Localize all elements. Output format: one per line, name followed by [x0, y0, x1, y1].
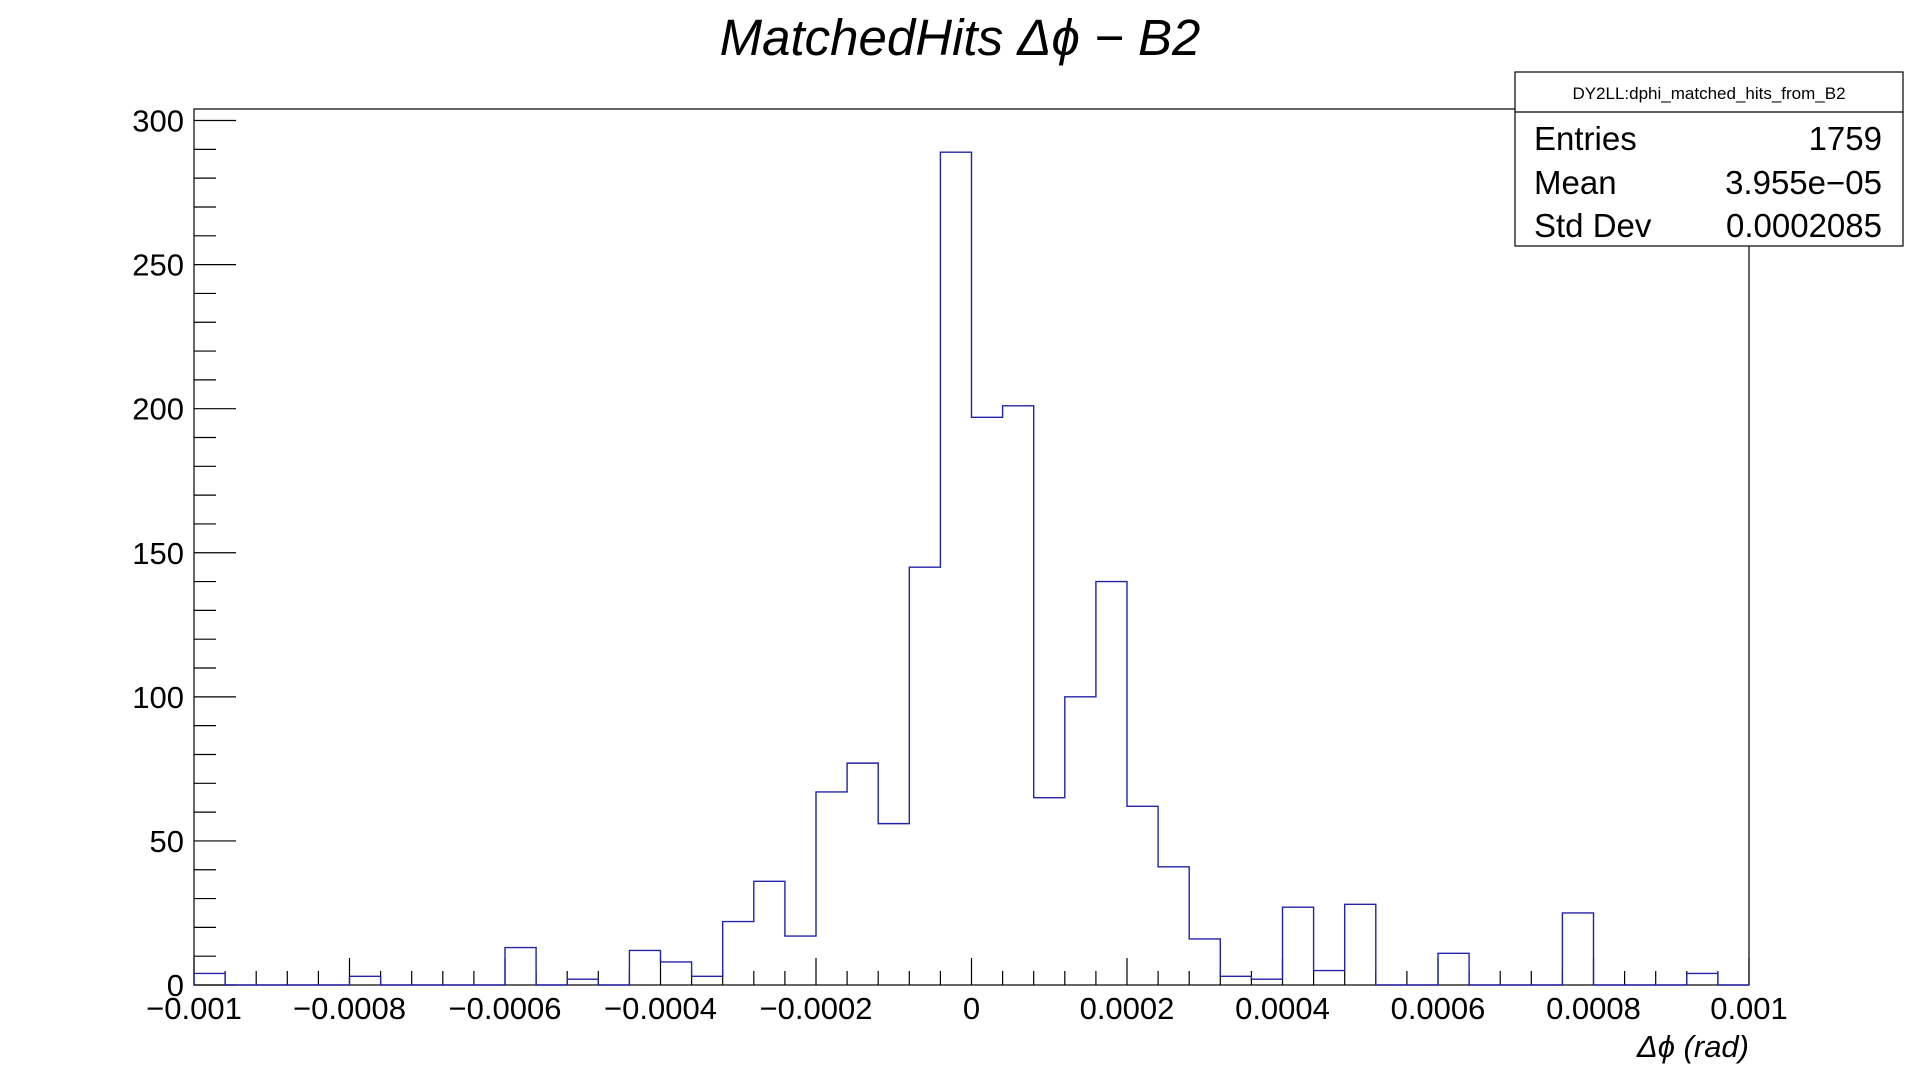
histogram-bin [1283, 907, 1314, 985]
histogram-bin [1687, 973, 1718, 985]
histogram-bin [1438, 953, 1469, 985]
stats-histogram-name: DY2LL:dphi_matched_hits_from_B2 [1572, 84, 1845, 103]
histogram-bin [754, 881, 785, 985]
histogram-bin [505, 948, 536, 985]
histogram-bins [194, 152, 1718, 985]
histogram-bin [1314, 971, 1345, 985]
histogram-bin [878, 824, 909, 985]
histogram-bin [567, 979, 598, 985]
x-tick-label: 0.0002 [1080, 991, 1175, 1026]
histogram-bin [909, 567, 940, 985]
x-tick-label: 0.001 [1710, 991, 1788, 1026]
stats-box-frame [1514, 71, 1904, 247]
y-axis: 0 50 100 150 200 250 300 [132, 104, 236, 1003]
stats-mean-value: 3.955e−05 [1725, 164, 1882, 201]
y-tick-label: 300 [132, 104, 184, 139]
x-tick-label: 0.0004 [1235, 991, 1330, 1026]
histogram-bin [1158, 867, 1189, 985]
histogram-bin [1096, 582, 1127, 985]
stats-stddev-value: 0.0002085 [1726, 207, 1882, 244]
stats-stddev-label: Std Dev [1534, 207, 1652, 244]
y-tick-label: 0 [167, 968, 184, 1003]
histogram-bin [1251, 979, 1282, 985]
histogram-bin [1189, 939, 1220, 985]
x-tick-label: −0.001 [146, 991, 242, 1026]
histogram-bin [194, 973, 225, 985]
y-tick-label: 150 [132, 536, 184, 571]
histogram-line [193, 151, 1749, 986]
y-tick-label: 100 [132, 680, 184, 715]
histogram-bin [940, 152, 971, 985]
histogram-bin [1220, 976, 1251, 985]
y-tick-label: 50 [150, 824, 184, 859]
stats-entries-value: 1759 [1809, 120, 1882, 157]
x-tick-label: −0.0008 [293, 991, 406, 1026]
histogram-bin [847, 763, 878, 985]
histogram-bin [1034, 798, 1065, 985]
histogram-bin [1562, 913, 1593, 985]
y-tick-label: 250 [132, 248, 184, 283]
stats-entries-label: Entries [1534, 120, 1637, 157]
histogram-bin [629, 950, 660, 985]
histogram-bin [692, 976, 723, 985]
histogram-bin [1003, 406, 1034, 985]
x-axis: −0.001 −0.0008 −0.0006 −0.0004 −0.0002 0 0.000… [146, 958, 1788, 1026]
x-tick-label: −0.0002 [760, 991, 873, 1026]
histogram-bin [1065, 697, 1096, 985]
x-axis-title: Δϕ (rad) [1636, 1029, 1749, 1064]
histogram-bin [661, 962, 692, 985]
x-tick-label: 0 [963, 991, 980, 1026]
stats-box: DY2LL:dphi_matched_hits_from_B2 Entries … [1514, 71, 1904, 247]
x-tick-label: −0.0006 [449, 991, 562, 1026]
histogram-bin [723, 922, 754, 985]
histogram-bin [972, 417, 1003, 985]
histogram-bin [1345, 904, 1376, 985]
chart-title: MatchedHits Δϕ − B2 [720, 9, 1201, 66]
histogram-bin [350, 976, 381, 985]
histogram-bin [785, 936, 816, 985]
histogram-bin [1127, 806, 1158, 985]
x-tick-label: 0.0008 [1546, 991, 1641, 1026]
x-tick-label: −0.0004 [604, 991, 717, 1026]
x-tick-label: 0.0006 [1391, 991, 1486, 1026]
y-tick-label: 200 [132, 392, 184, 427]
stats-mean-label: Mean [1534, 164, 1617, 201]
histogram-bin [816, 792, 847, 985]
